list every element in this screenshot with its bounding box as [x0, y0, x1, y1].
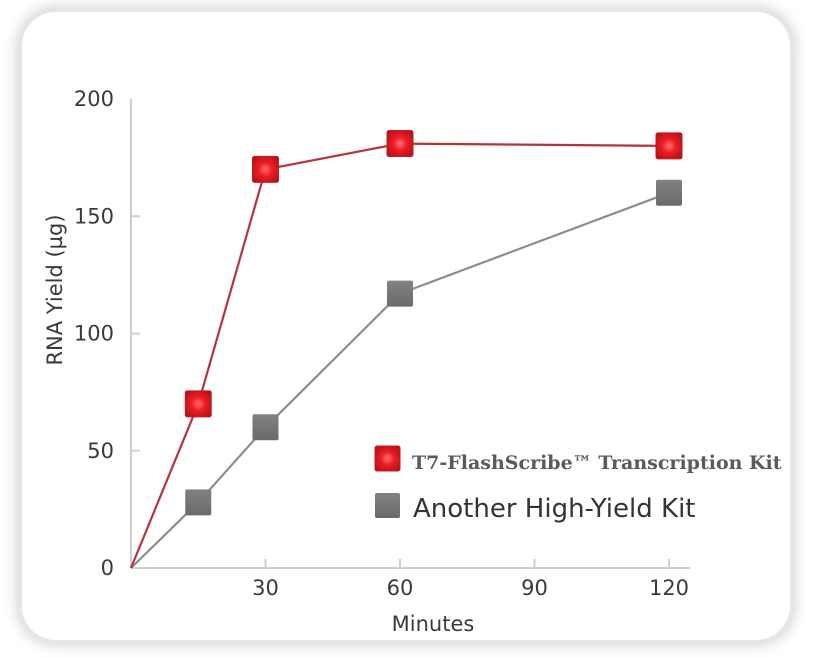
data-point-other-kit	[387, 280, 413, 307]
legend: T7-FlashScribe™ Transcription Kit Anothe…	[374, 445, 782, 524]
data-point-other-kit	[185, 489, 212, 516]
data-point-flashscribe	[252, 155, 279, 183]
series-flashscribe	[129, 130, 683, 569]
legend-swatch-other-kit	[375, 493, 400, 518]
y-ticks: 0 50 100 150 200	[74, 87, 140, 580]
series-other-kit	[130, 179, 682, 569]
x-tick-label: 90	[521, 576, 548, 600]
y-tick-label: 200	[74, 87, 114, 111]
x-ticks: 30 60 90 120	[252, 559, 689, 600]
legend-swatch-flashscribe	[374, 445, 401, 472]
x-tick-label: 120	[649, 576, 689, 600]
data-point-other-kit	[252, 414, 279, 441]
x-tick-label: 60	[387, 576, 414, 600]
y-tick-label: 0	[101, 556, 114, 580]
x-tick-label: 30	[252, 576, 279, 600]
data-point-flashscribe	[184, 390, 212, 418]
data-point-flashscribe	[386, 130, 414, 158]
data-point-flashscribe	[655, 132, 683, 160]
legend-label-flashscribe: T7-FlashScribe™ Transcription Kit	[412, 452, 782, 474]
y-tick-label: 50	[87, 439, 114, 463]
y-axis-title: RNA Yield (µg)	[43, 214, 67, 365]
y-tick-label: 100	[74, 322, 114, 346]
chart-card	[22, 12, 790, 640]
legend-label-other-kit: Another High-Yield Kit	[413, 494, 695, 524]
series-layer	[129, 130, 683, 569]
x-axis-title: Minutes	[392, 612, 475, 636]
legend-item-other-kit: Another High-Yield Kit	[375, 493, 695, 524]
y-tick-label: 150	[74, 204, 114, 228]
data-point-other-kit	[656, 179, 682, 206]
legend-item-flashscribe: T7-FlashScribe™ Transcription Kit	[374, 445, 782, 474]
